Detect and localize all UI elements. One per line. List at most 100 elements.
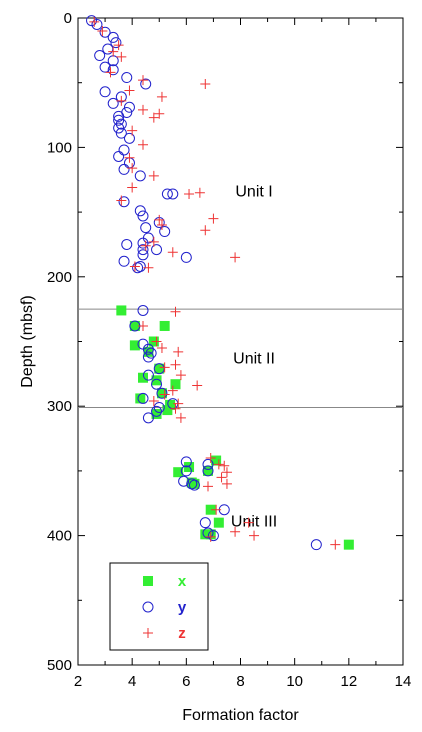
data-point-z [154, 214, 165, 225]
data-point-y [91, 18, 103, 30]
data-point-z [203, 481, 213, 492]
legend-marker-z [143, 628, 153, 638]
data-point-z [230, 526, 241, 537]
legend-label-z: z [178, 625, 186, 642]
data-point-y [142, 369, 154, 381]
x-tick-label: 12 [340, 673, 357, 690]
data-point-z [159, 362, 170, 373]
data-point-y [142, 351, 154, 363]
data-point-y [202, 527, 214, 539]
y-axis-title: Depth (mbsf) [19, 295, 36, 387]
data-point-z [151, 336, 162, 347]
data-point-y [180, 465, 192, 477]
data-point-y [110, 37, 122, 49]
data-point-x [343, 539, 354, 550]
data-point-z [200, 225, 211, 236]
data-point-z [205, 452, 216, 463]
data-point-z [116, 195, 127, 206]
x-tick-label: 6 [182, 673, 190, 690]
data-point-z [175, 370, 186, 381]
data-point-z [167, 385, 178, 396]
data-point-z [129, 261, 140, 272]
y-tick-label: 100 [47, 139, 72, 156]
data-point-y [202, 465, 214, 477]
data-point-y [115, 127, 127, 139]
data-point-y [99, 26, 111, 38]
data-point-z [138, 104, 148, 115]
data-point-z [173, 346, 184, 357]
data-point-z [140, 240, 151, 251]
data-point-y [99, 61, 111, 73]
data-point-y [99, 86, 111, 98]
data-point-y [94, 50, 106, 62]
data-point-x [135, 393, 146, 404]
y-tick-label: 400 [47, 528, 72, 545]
data-point-z [138, 320, 148, 331]
data-point-z [230, 252, 241, 263]
y-tick-label: 300 [47, 398, 72, 415]
data-point-z [116, 95, 127, 106]
data-point-y [137, 210, 149, 222]
data-point-z [156, 342, 167, 353]
data-point-z [124, 85, 135, 96]
data-point-y [137, 249, 149, 261]
data-point-z [330, 539, 341, 550]
data-point-z [167, 247, 178, 258]
data-point-y [180, 456, 192, 468]
data-point-z [175, 412, 186, 423]
data-point-z [221, 467, 232, 478]
data-point-z [148, 170, 159, 181]
data-point-z [154, 108, 165, 119]
data-point-x [200, 529, 211, 540]
data-point-x [162, 405, 173, 416]
data-point-x [156, 388, 167, 399]
data-point-x [205, 504, 216, 515]
data-point-z [156, 220, 167, 231]
data-point-y [137, 392, 149, 404]
data-point-y [202, 458, 214, 470]
data-point-y [151, 378, 163, 390]
data-point-y [167, 188, 179, 200]
data-point-z [211, 504, 222, 515]
unit-label: Unit III [231, 514, 277, 531]
data-point-y [140, 78, 152, 90]
data-point-y [137, 237, 149, 249]
y-tick-label: 0 [64, 10, 72, 27]
data-point-y [142, 343, 154, 355]
data-point-y [115, 118, 127, 130]
data-point-z [108, 46, 119, 57]
data-point-z [148, 396, 159, 407]
data-point-y [153, 401, 165, 413]
data-point-z [219, 460, 230, 471]
data-point-z [127, 125, 138, 136]
data-point-z [213, 459, 224, 470]
data-point-y [207, 530, 219, 542]
data-point-z [116, 51, 127, 62]
data-point-z [127, 182, 138, 193]
x-tick-label: 10 [286, 673, 303, 690]
data-point-z [200, 78, 211, 89]
y-tick-label: 200 [47, 269, 72, 286]
data-point-y [113, 150, 125, 162]
data-point-y [118, 144, 130, 156]
data-point-z [205, 531, 216, 542]
data-point-z [148, 236, 159, 247]
legend-label-x: x [178, 573, 187, 590]
data-point-z [127, 163, 138, 174]
data-point-y [310, 539, 322, 551]
data-point-y [123, 132, 135, 144]
data-point-y [156, 387, 168, 399]
data-point-y [137, 304, 149, 316]
unit-label: Unit II [233, 350, 275, 367]
data-point-y [180, 251, 192, 263]
data-point-x [159, 320, 170, 331]
data-point-y [118, 163, 130, 175]
data-point-x [138, 372, 148, 383]
data-point-z [170, 403, 181, 414]
data-point-z [184, 188, 195, 199]
series-z [89, 16, 341, 550]
data-point-y [107, 97, 119, 109]
data-point-z [138, 139, 148, 150]
data-point-y [107, 31, 119, 43]
data-point-y [159, 226, 171, 238]
